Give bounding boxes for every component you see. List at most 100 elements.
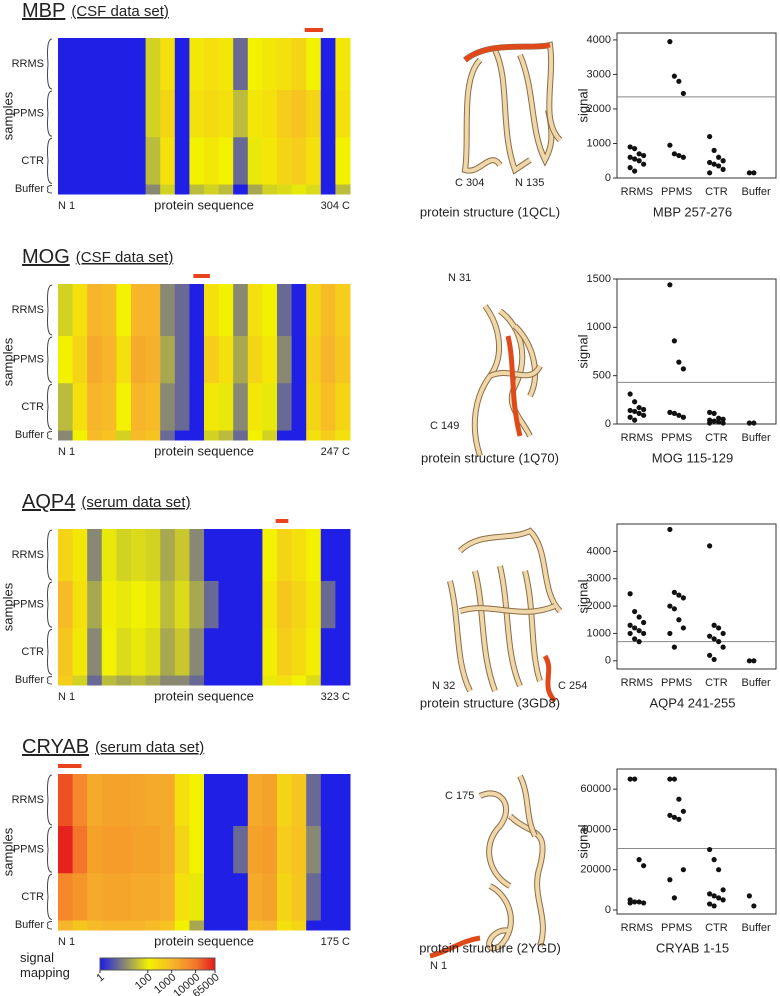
heat-cell	[320, 383, 336, 432]
y-axis-label: samples	[0, 91, 15, 140]
heat-cell	[189, 336, 205, 384]
heat-cell	[116, 774, 132, 827]
dot	[711, 656, 717, 663]
dot	[720, 166, 726, 172]
dot	[707, 846, 713, 853]
heat-cell	[101, 137, 117, 186]
ribbon	[472, 304, 502, 457]
heat-cell	[335, 336, 351, 384]
heat-cell	[204, 284, 220, 337]
ribbon	[487, 884, 513, 950]
x-end-label: 247 C	[321, 446, 350, 458]
group-label: Buffer	[15, 429, 44, 441]
heat-cell	[131, 383, 147, 432]
dot	[707, 891, 713, 897]
heat-cell	[335, 826, 351, 874]
heat-cell	[145, 184, 161, 195]
heat-cell	[233, 336, 249, 384]
heat-cell	[145, 137, 161, 186]
dot	[720, 887, 726, 893]
dot	[746, 658, 752, 664]
structure-caption: protein structure (1QCL)	[420, 204, 560, 219]
dot	[716, 895, 722, 901]
colorbar-step	[100, 958, 103, 970]
ribbon	[479, 791, 512, 888]
dot	[671, 338, 677, 344]
heat-cell	[218, 581, 234, 629]
colorbar-step	[199, 958, 203, 970]
protein-structure: C 304 N 135	[455, 41, 563, 189]
colorbar-step	[182, 958, 185, 970]
dot	[627, 414, 633, 420]
heat-cell	[306, 430, 322, 441]
epitope-ribbon	[542, 654, 557, 703]
y-axis-label: samples	[0, 582, 15, 631]
group-label: PPMS	[13, 599, 44, 611]
dot	[711, 161, 717, 167]
heat-cell	[116, 581, 132, 629]
colorbar-step	[211, 958, 214, 970]
colorbar-step	[180, 958, 183, 970]
colorbar-step	[167, 958, 170, 970]
heat-cell	[72, 675, 88, 686]
heat-cell	[262, 628, 278, 677]
dot	[627, 391, 633, 397]
heat-cell	[277, 873, 293, 922]
epitope-bar	[193, 274, 210, 278]
heat-cell	[58, 920, 74, 931]
heat-cell	[101, 430, 117, 441]
brace	[47, 137, 53, 185]
dot-y-label: signal	[575, 579, 590, 613]
heat-cell	[320, 38, 336, 91]
heat-cell	[189, 675, 205, 686]
heat-cell	[233, 38, 249, 91]
heat-cell	[58, 675, 74, 686]
x-tick-label: CTR	[705, 677, 728, 689]
heat-cell	[145, 920, 161, 931]
heat-cell	[218, 873, 234, 922]
x-end-label: 175 C	[321, 936, 350, 948]
dot	[671, 814, 677, 820]
dot	[711, 147, 717, 153]
heat-cell	[262, 774, 278, 827]
heat-cell	[160, 873, 176, 922]
dot	[711, 636, 717, 642]
y-tick-label: 0	[605, 655, 611, 667]
title-sub: (CSF data set)	[71, 3, 169, 20]
dot	[671, 410, 677, 416]
heat-cell	[189, 430, 205, 441]
dot	[751, 420, 757, 426]
heat-cell	[116, 284, 132, 337]
ribbon	[498, 565, 522, 687]
heat-cell	[101, 826, 117, 874]
dot	[667, 409, 673, 415]
brace	[47, 38, 53, 90]
dot	[671, 589, 677, 595]
dot	[632, 156, 638, 162]
x-tick-label: Buffer	[742, 432, 771, 444]
heat-cell	[131, 137, 147, 186]
heat-cell	[335, 184, 351, 195]
y-tick-label: 0	[605, 904, 611, 916]
dot	[720, 158, 726, 164]
heat-cell	[174, 675, 190, 686]
heat-cell	[174, 628, 190, 677]
dot	[746, 170, 752, 176]
dot	[746, 420, 752, 426]
brace	[47, 431, 53, 440]
heat-cell	[87, 628, 103, 677]
heat-cell	[131, 873, 147, 922]
heat-cell	[101, 675, 117, 686]
heat-cell	[160, 383, 176, 432]
heat-cell	[306, 383, 322, 432]
heat-cell	[131, 38, 147, 91]
dot	[632, 899, 638, 905]
heat-cell	[233, 184, 249, 195]
heat-cell	[204, 529, 220, 582]
heat-cell	[72, 529, 88, 582]
terminus-label: N 1	[430, 960, 447, 972]
heat-cell	[204, 774, 220, 827]
dot	[716, 163, 722, 169]
heat-cell	[233, 920, 249, 931]
heat-cell	[277, 184, 293, 195]
